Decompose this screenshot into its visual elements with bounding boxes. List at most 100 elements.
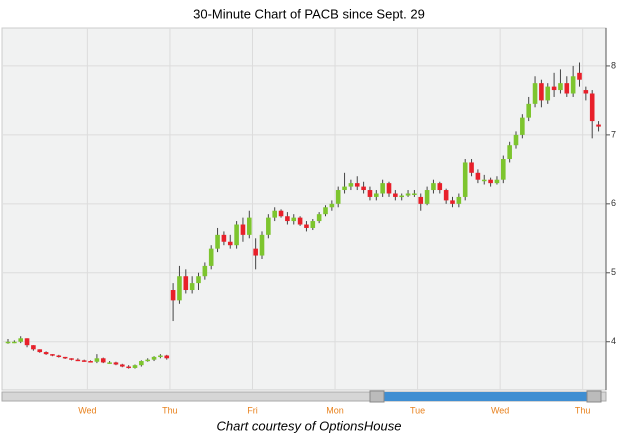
candle-body xyxy=(443,190,449,201)
x-tick-label: Thu xyxy=(575,405,591,415)
candle-body xyxy=(380,183,385,194)
candle-body xyxy=(577,72,582,80)
candle-body xyxy=(526,103,531,118)
candle-body xyxy=(50,354,55,356)
candle-body xyxy=(335,190,341,204)
candle-body xyxy=(177,276,182,301)
candle-body xyxy=(494,179,500,184)
candle-body xyxy=(158,355,163,358)
candle-body xyxy=(151,356,157,360)
candle-body xyxy=(412,193,417,195)
candle-body xyxy=(342,186,347,191)
candle-body xyxy=(393,193,398,197)
candle-body xyxy=(386,183,392,194)
caption: Chart courtesy of OptionsHouse xyxy=(217,418,402,433)
candle-body xyxy=(513,134,519,146)
candle-body xyxy=(291,217,297,222)
x-tick-label: Fri xyxy=(247,405,258,415)
candle-body xyxy=(62,356,68,359)
candle-body xyxy=(424,190,430,204)
candle-body xyxy=(164,355,170,359)
scroll-thumb[interactable] xyxy=(384,392,588,401)
candle-body xyxy=(5,341,11,344)
candle-body xyxy=(100,358,106,363)
scrollbar xyxy=(1,390,607,403)
candle-body xyxy=(12,341,17,344)
candle-body xyxy=(24,338,30,346)
candle-body xyxy=(37,349,43,353)
candle-body xyxy=(215,234,220,249)
candle-body xyxy=(272,210,277,218)
candle-body xyxy=(520,117,525,135)
candle-body xyxy=(354,183,360,187)
candle-body xyxy=(221,234,227,242)
scroll-handle[interactable] xyxy=(369,390,385,403)
candle-body xyxy=(399,195,404,198)
x-tick-label: Wed xyxy=(491,405,509,415)
candle-body xyxy=(596,124,601,127)
candle-body xyxy=(564,83,570,94)
candle-body xyxy=(253,248,258,256)
candle-body xyxy=(113,362,119,365)
candle-body xyxy=(43,352,49,355)
candle-body xyxy=(374,193,379,197)
candle-body xyxy=(558,83,563,91)
candle-body xyxy=(278,210,284,217)
x-tick-label: Thu xyxy=(162,405,178,415)
candle-body xyxy=(227,241,233,246)
candle-body xyxy=(437,183,443,191)
scroll-track xyxy=(1,391,607,402)
candle-body xyxy=(208,248,214,266)
chart-title: 30-Minute Chart of PACB since Sept. 29 xyxy=(193,6,425,21)
candle-body xyxy=(75,359,81,362)
x-tick-label: Mon xyxy=(326,405,344,415)
candle-body xyxy=(570,76,576,94)
candle-body xyxy=(488,179,493,184)
candle-body xyxy=(431,183,436,191)
candle-body xyxy=(196,276,201,284)
candle-body xyxy=(583,90,589,94)
candle-body xyxy=(589,93,595,122)
x-tick-label: Tue xyxy=(410,405,425,415)
candle-body xyxy=(120,364,125,367)
y-tick-label: 5 xyxy=(611,267,616,277)
candle-body xyxy=(31,345,36,350)
candle-body xyxy=(81,360,87,362)
candle-body xyxy=(539,83,544,101)
y-tick-label: 6 xyxy=(611,198,616,208)
candle-body xyxy=(170,290,176,301)
candle-body xyxy=(475,172,481,180)
candle-body xyxy=(145,359,150,362)
candle-body xyxy=(285,216,290,222)
candle-body xyxy=(405,193,411,196)
candle-body xyxy=(132,365,138,368)
plot-area xyxy=(1,27,607,391)
candle-body xyxy=(266,217,271,235)
candle-body xyxy=(348,183,354,187)
candle-body xyxy=(532,83,538,104)
candle-body xyxy=(88,361,93,363)
candle-body xyxy=(94,358,100,362)
candle-body xyxy=(183,276,189,291)
candle-body xyxy=(501,159,506,180)
candle-body xyxy=(189,283,195,291)
candle-body xyxy=(259,234,265,256)
candle-body xyxy=(18,338,23,342)
scroll-handle[interactable] xyxy=(586,390,602,403)
candle-body xyxy=(329,203,335,208)
candle-body xyxy=(361,186,366,191)
y-tick-label: 7 xyxy=(611,129,616,139)
candle-body xyxy=(202,265,208,277)
y-tick-label: 8 xyxy=(611,60,616,70)
candle-body xyxy=(69,358,74,360)
candle-body xyxy=(545,86,551,101)
candle-body xyxy=(304,224,309,228)
candle-body xyxy=(469,162,474,173)
candle-body xyxy=(247,217,252,235)
candle-body xyxy=(456,196,462,204)
candle-body xyxy=(240,224,246,235)
candle-body xyxy=(316,214,322,222)
candle-body xyxy=(139,361,144,366)
candle-body xyxy=(234,224,239,246)
